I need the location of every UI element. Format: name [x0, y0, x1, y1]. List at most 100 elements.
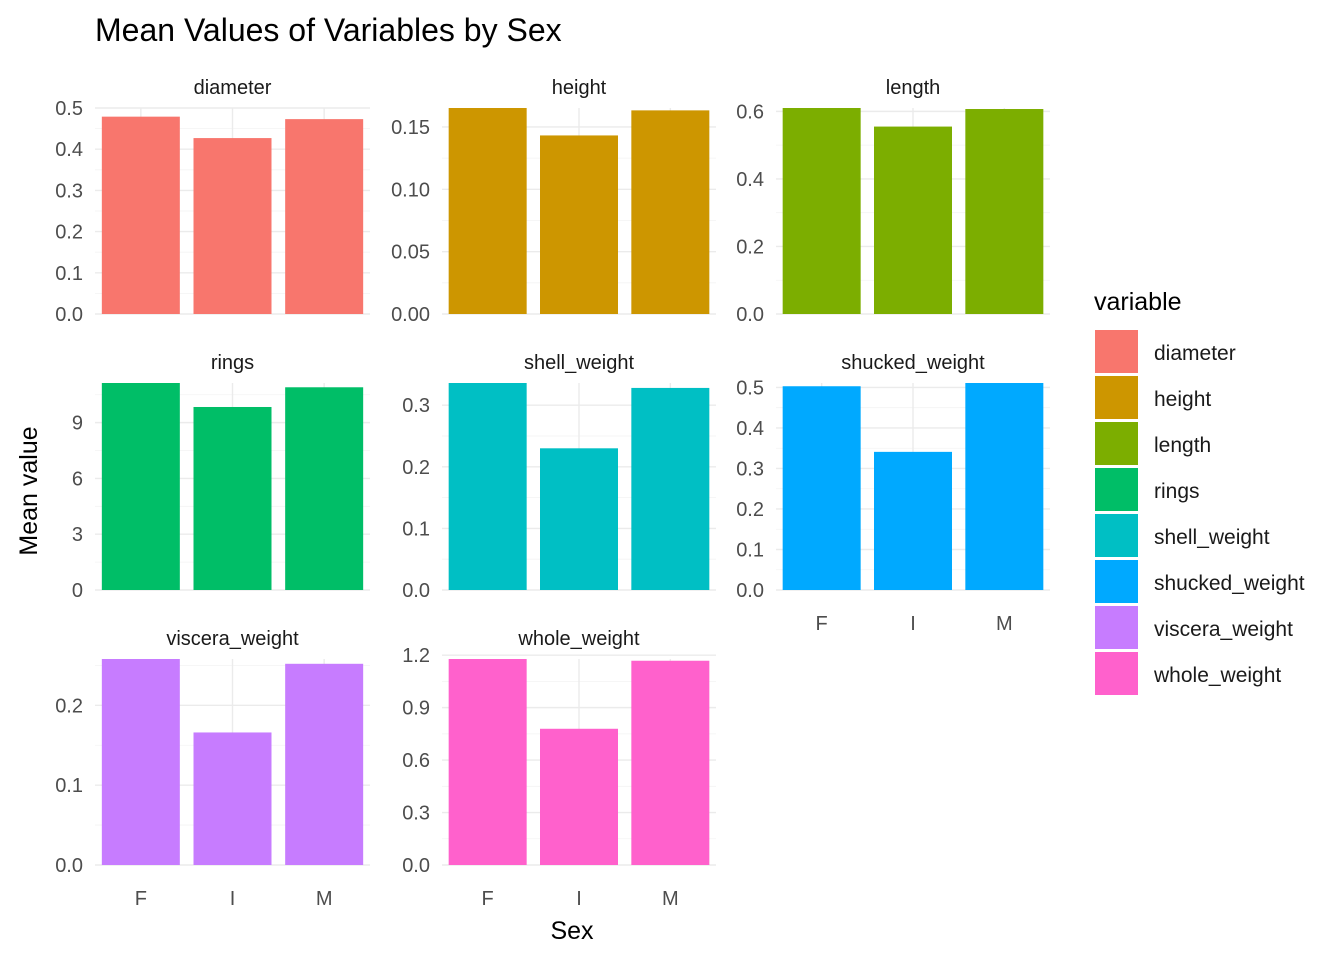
facet-panel-diameter: diameter 0.0 0.1 0.2 0.3 0.4 0.5	[55, 77, 370, 326]
facet-panel-rings: rings 0 3 6 9	[72, 352, 370, 602]
bar-shell_weight-F	[448, 383, 527, 590]
y-tick-label: 0.00	[391, 304, 430, 326]
y-tick-label: 0.0	[55, 304, 83, 326]
chart-title: Mean Values of Variables by Sex	[95, 12, 562, 48]
facet-panel-length: length 0.0 0.2 0.4 0.6	[736, 77, 1050, 326]
x-tick-label: F	[482, 888, 494, 910]
y-tick-label: 0.2	[736, 499, 764, 521]
bar-diameter-F	[101, 116, 180, 314]
y-axis-title: Mean value	[15, 426, 43, 555]
legend: variable diameter height length rings shell_…	[1094, 288, 1305, 695]
y-tick-label: 0.3	[402, 803, 430, 825]
x-tick-label: F	[816, 613, 828, 635]
bar-whole_weight-I	[540, 728, 618, 865]
facet-panel-shucked_weight: shucked_weight 0.0 0.1 0.2 0.3 0.4 0.5 F I M	[736, 352, 1050, 635]
bar-whole_weight-F	[448, 659, 527, 865]
bar-height-I	[540, 135, 618, 314]
y-tick-label: 0.9	[402, 698, 430, 720]
y-tick-label: 9	[72, 413, 83, 435]
facet-panel-height: height 0.00 0.05 0.10 0.15	[391, 77, 716, 326]
x-tick-label: M	[996, 613, 1013, 635]
facet-strip-label: rings	[211, 352, 254, 374]
y-tick-label: 1.2	[402, 645, 430, 667]
y-tick-label: 0.1	[402, 518, 430, 540]
bar-height-F	[448, 108, 527, 314]
legend-label-whole_weight: whole_weight	[1153, 664, 1281, 687]
bar-viscera_weight-F	[101, 659, 180, 865]
x-tick-label: I	[910, 613, 916, 635]
facet-panel-whole_weight: whole_weight 0.0 0.3 0.6 0.9 1.2 F I M	[402, 628, 716, 910]
legend-label-viscera_weight: viscera_weight	[1154, 618, 1293, 641]
y-tick-label: 0.0	[402, 580, 430, 602]
y-tick-label: 0.2	[736, 236, 764, 258]
facet-strip-label: length	[886, 77, 941, 99]
y-tick-label: 0.3	[736, 458, 764, 480]
legend-title: variable	[1094, 288, 1182, 316]
y-tick-label: 0.4	[55, 139, 83, 161]
bar-length-F	[782, 108, 861, 314]
x-tick-label: I	[576, 888, 582, 910]
bar-diameter-I	[193, 138, 272, 314]
y-tick-label: 0.6	[736, 101, 764, 123]
y-tick-label: 0	[72, 580, 83, 602]
y-tick-label: 0.0	[402, 855, 430, 877]
bar-shell_weight-M	[631, 387, 710, 590]
y-tick-label: 0.3	[402, 395, 430, 417]
facet-strip-label: whole_weight	[517, 628, 640, 650]
y-tick-label: 0.2	[55, 222, 83, 244]
y-tick-label: 0.5	[736, 377, 764, 399]
y-tick-label: 0.0	[736, 580, 764, 602]
bar-rings-I	[193, 406, 272, 590]
facet-strip-label: shell_weight	[524, 352, 635, 374]
y-tick-label: 6	[72, 468, 83, 490]
bar-shucked_weight-I	[874, 451, 952, 590]
bar-rings-M	[285, 387, 364, 590]
bar-length-M	[965, 109, 1044, 314]
y-tick-label: 0.3	[55, 180, 83, 202]
bar-length-I	[874, 126, 952, 315]
x-tick-label: F	[135, 888, 147, 910]
y-tick-label: 0.1	[55, 775, 83, 797]
bar-shucked_weight-F	[782, 386, 861, 590]
legend-key-rings	[1095, 468, 1138, 511]
legend-label-length: length	[1154, 434, 1211, 457]
y-tick-label: 0.2	[55, 695, 83, 717]
legend-key-length	[1095, 422, 1138, 465]
y-tick-label: 0.15	[391, 117, 430, 139]
bar-height-M	[631, 110, 710, 314]
x-tick-label: I	[230, 888, 236, 910]
x-tick-label: M	[662, 888, 679, 910]
bar-shucked_weight-M	[965, 383, 1044, 590]
y-tick-label: 0.05	[391, 242, 430, 264]
y-tick-label: 0.0	[736, 304, 764, 326]
legend-label-rings: rings	[1154, 480, 1200, 503]
y-tick-label: 0.5	[55, 98, 83, 120]
y-tick-label: 3	[72, 524, 83, 546]
x-tick-label: M	[316, 888, 333, 910]
facet-panels: diameter0.00.10.20.30.40.5height0.000.05…	[55, 77, 1050, 910]
y-tick-label: 0.1	[736, 539, 764, 561]
legend-label-diameter: diameter	[1154, 342, 1236, 365]
facet-strip-label: diameter	[194, 77, 272, 99]
x-axis-title: Sex	[550, 917, 594, 945]
legend-key-height	[1095, 376, 1138, 419]
facet-panel-shell_weight: shell_weight 0.0 0.1 0.2 0.3	[402, 352, 716, 602]
legend-key-viscera_weight	[1095, 606, 1138, 649]
bar-diameter-M	[285, 119, 364, 315]
y-tick-label: 0.1	[55, 263, 83, 285]
bar-viscera_weight-I	[193, 732, 272, 865]
facet-strip-label: viscera_weight	[166, 628, 299, 650]
legend-key-shucked_weight	[1095, 560, 1138, 603]
facet-strip-label: height	[552, 77, 607, 99]
bar-shell_weight-I	[540, 448, 618, 590]
bar-rings-F	[101, 383, 180, 590]
y-tick-label: 0.0	[55, 855, 83, 877]
legend-label-shell_weight: shell_weight	[1154, 526, 1270, 549]
bar-viscera_weight-M	[285, 663, 364, 865]
legend-key-whole_weight	[1095, 652, 1138, 695]
y-tick-label: 0.6	[402, 750, 430, 772]
bar-whole_weight-M	[631, 660, 710, 865]
legend-key-shell_weight	[1095, 514, 1138, 557]
legend-key-diameter	[1095, 330, 1138, 373]
